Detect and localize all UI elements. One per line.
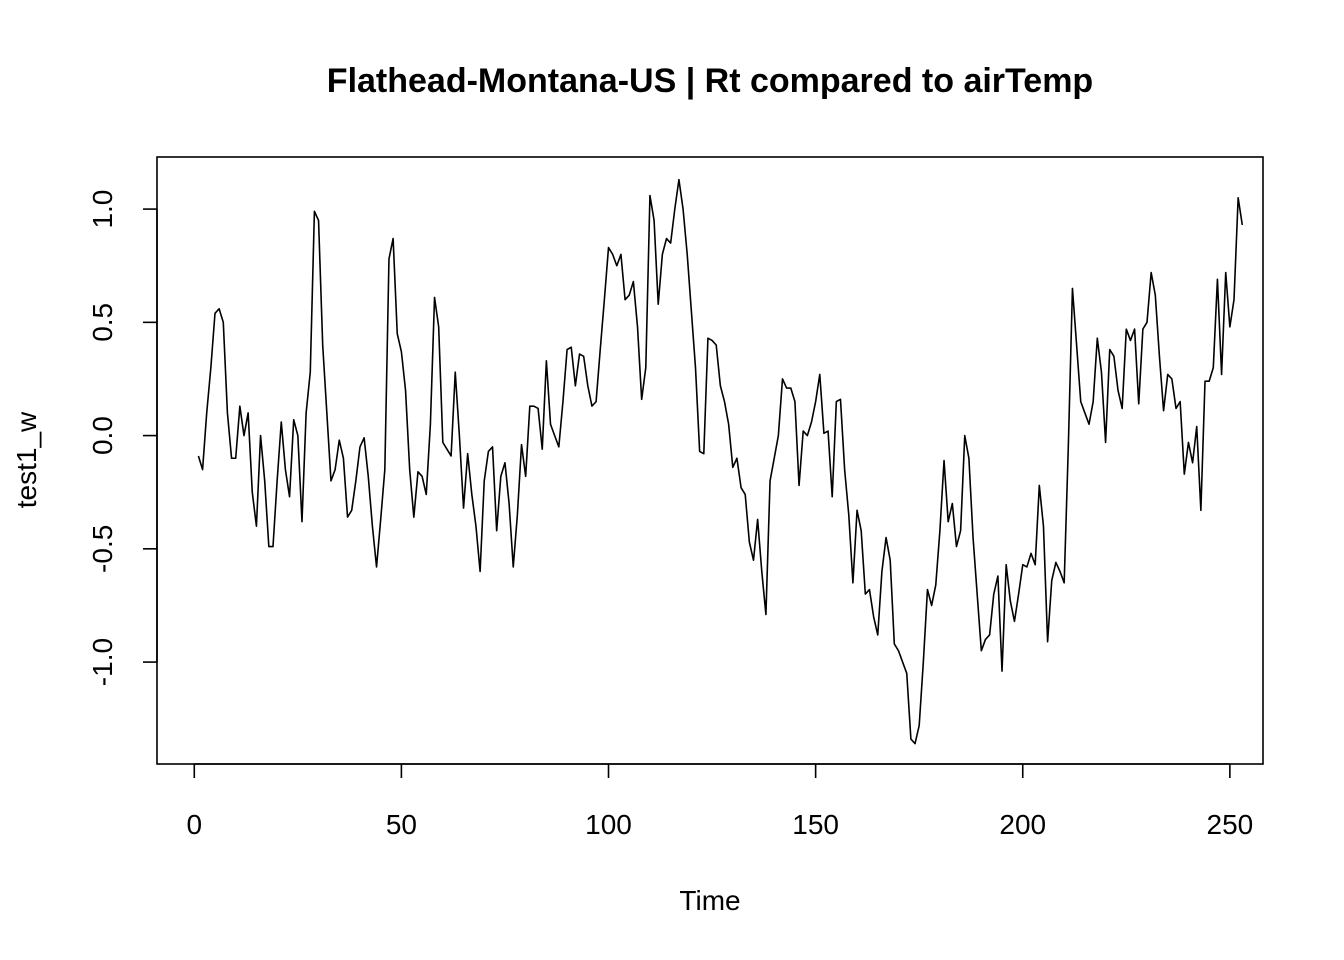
y-tick-label: 1.0 bbox=[87, 190, 118, 229]
x-tick-label: 150 bbox=[792, 809, 839, 840]
chart-title: Flathead-Montana-US | Rt compared to air… bbox=[327, 62, 1093, 100]
y-tick-label: 0.0 bbox=[87, 416, 118, 455]
x-tick-label: 250 bbox=[1207, 809, 1254, 840]
x-tick-label: 100 bbox=[585, 809, 632, 840]
y-tick-label: 0.5 bbox=[87, 303, 118, 342]
plot-frame bbox=[156, 156, 1264, 765]
y-tick-label: -1.0 bbox=[87, 638, 118, 686]
y-axis: -1.0 -0.5 0.0 0.5 1.0 bbox=[87, 190, 158, 686]
x-tick-label: 0 bbox=[186, 809, 202, 840]
series-line bbox=[197, 178, 1244, 745]
y-tick-label: -0.5 bbox=[87, 525, 118, 573]
x-tick-label: 50 bbox=[386, 809, 417, 840]
x-tick-label: 200 bbox=[999, 809, 1046, 840]
y-axis-label: test1_w bbox=[11, 411, 42, 508]
x-axis-label: Time bbox=[679, 885, 740, 916]
series-group bbox=[197, 178, 1244, 745]
x-axis: 0 50 100 150 200 250 bbox=[186, 763, 1254, 840]
